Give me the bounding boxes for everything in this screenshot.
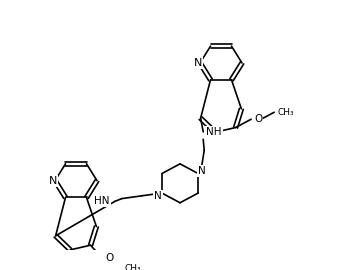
Text: N: N [154,191,162,201]
Text: N: N [194,58,202,68]
Text: O: O [254,114,262,124]
Text: N: N [49,176,57,186]
Text: CH₃: CH₃ [125,264,141,270]
Text: HN: HN [94,196,110,206]
Text: NH: NH [206,127,222,137]
Text: N: N [198,166,206,176]
Text: CH₃: CH₃ [277,108,294,117]
Text: O: O [105,253,113,263]
